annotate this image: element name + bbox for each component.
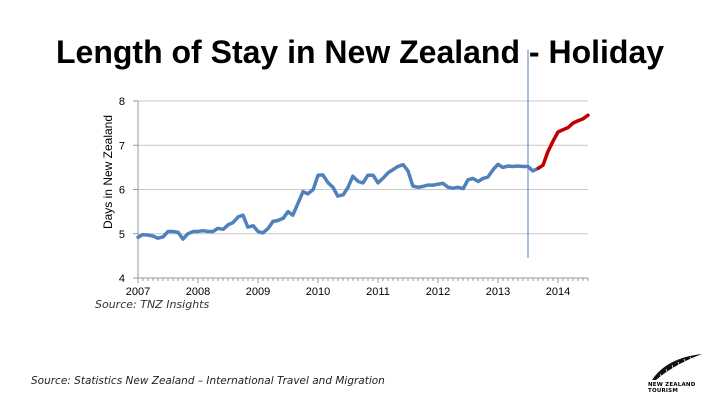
x-tick-label: 2007 [126, 286, 150, 298]
source-note-top: Source: TNZ Insights [95, 298, 210, 310]
series-line-actual [136, 162, 540, 241]
x-tick-label: 2008 [186, 286, 210, 298]
x-tick-label: 2013 [486, 286, 510, 298]
gridlines [138, 100, 588, 235]
chart-title: Length of Stay in New Zealand - Holiday [55, 34, 665, 70]
logo-text: NEW ZEALAND TOURISM [648, 382, 695, 394]
series-line-forecast [536, 113, 590, 171]
series-group [136, 113, 590, 241]
y-tick-label: 7 [119, 140, 125, 152]
chart-axes [133, 100, 589, 283]
source-note: Source: Statistics New Zealand – Interna… [31, 375, 385, 387]
silver-fern-icon [652, 354, 702, 380]
x-tick-labels: 2007 2008 2009 2010 2011 2012 2013 2014 [126, 286, 570, 298]
x-tick-label: 2009 [246, 286, 270, 298]
x-tick-label: 2010 [306, 286, 330, 298]
x-tick-label: 2014 [546, 286, 570, 298]
logo-line-2: TOURISM [648, 388, 679, 394]
y-tick-label: 8 [119, 96, 125, 108]
x-tick-label: 2012 [426, 286, 450, 298]
logo-line-1: NEW ZEALAND [648, 382, 696, 388]
x-tick-label: 2011 [366, 286, 390, 298]
y-tick-label: 6 [119, 185, 125, 197]
y-tick-labels: 4 5 6 7 8 [119, 96, 125, 285]
y-axis-label: Days in New Zealand [101, 115, 115, 229]
y-tick-label: 4 [119, 273, 125, 285]
y-tick-label: 5 [119, 229, 125, 241]
